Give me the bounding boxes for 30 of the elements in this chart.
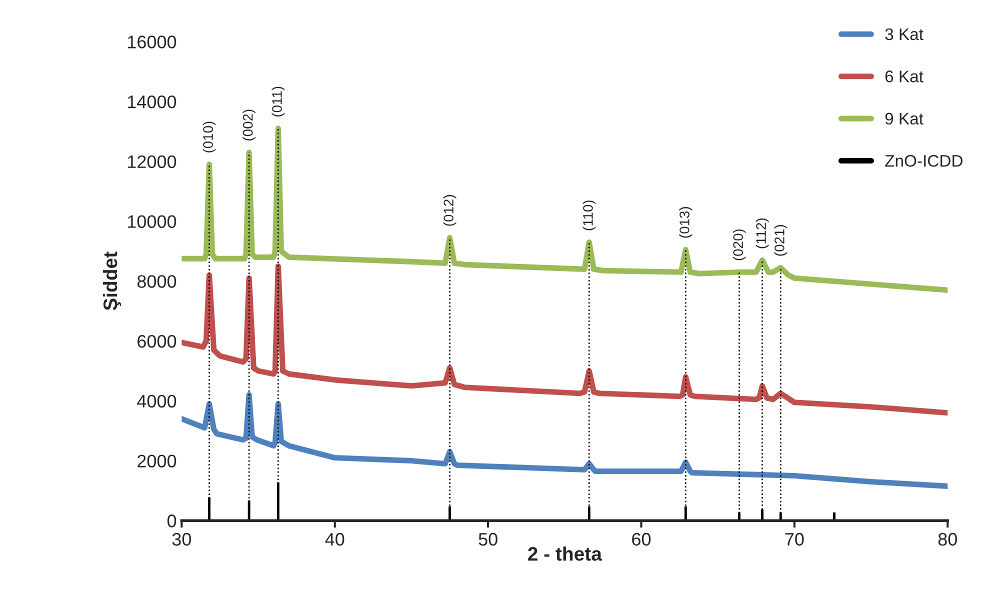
y-tick-label: 4000	[137, 394, 176, 408]
x-axis-title: 2 - theta	[528, 546, 602, 561]
y-tick-label: 8000	[137, 275, 176, 288]
x-tick-label: 60	[632, 532, 651, 546]
y-tick-label: 16000	[128, 36, 176, 48]
annotation: (020)	[732, 229, 746, 260]
y-tick-label: 10000	[128, 215, 176, 228]
y-tick-label: 6000	[138, 334, 176, 348]
annotation: (013)	[679, 207, 692, 238]
y-tick-label: 0	[167, 514, 176, 528]
x-tick-label: 50	[478, 532, 498, 546]
annotation: (112)	[756, 218, 769, 248]
y-axis-title: Şiddet	[102, 252, 122, 310]
x-tick-label: 30	[172, 532, 192, 546]
annotation: (012)	[443, 195, 456, 226]
annotation: (110)	[582, 200, 596, 230]
annotation: (010)	[202, 122, 216, 152]
y-tick-label: 14000	[128, 95, 176, 108]
annotation: (002)	[242, 110, 256, 140]
y-tick-label: 12000	[128, 155, 176, 168]
legend-label: 6 Kat	[885, 70, 924, 82]
x-tick-label: 80	[938, 532, 957, 546]
annotation: (011)	[272, 86, 285, 116]
x-tick-label: 40	[325, 532, 344, 546]
annotation: (021)	[774, 224, 788, 256]
x-tick-label: 70	[785, 532, 804, 546]
legend-label: 9 Kat	[885, 112, 924, 125]
legend-label: ZnO-ICDD	[885, 154, 962, 167]
y-tick-label: 2000	[138, 454, 176, 468]
legend-label: 3 Kat	[885, 28, 924, 40]
